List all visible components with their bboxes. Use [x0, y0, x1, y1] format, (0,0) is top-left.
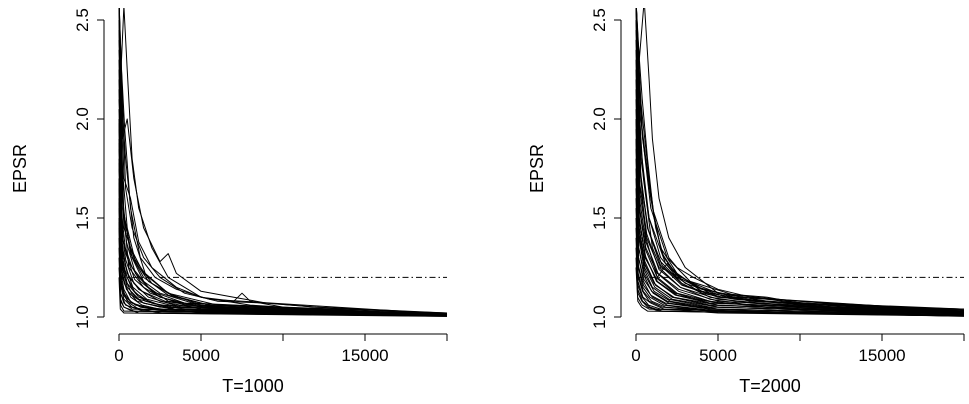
series-line-1 — [635, 8, 965, 312]
panel-left: 1.0 1.5 2.0 2.5 0 5000 15000 T=1000 EPSR — [10, 8, 448, 396]
series-line-8 — [635, 79, 965, 314]
y-tick-label: 1.5 — [73, 206, 92, 230]
series-group — [635, 8, 965, 317]
series-line-40 — [118, 221, 448, 317]
series-line-12 — [118, 198, 448, 317]
series-line-26 — [118, 8, 448, 315]
series-line-1 — [118, 8, 448, 315]
series-line-20 — [118, 8, 448, 316]
series-line-10 — [118, 158, 448, 316]
y-axis-label: EPSR — [10, 144, 30, 193]
series-group — [118, 8, 448, 317]
series-line-30 — [118, 267, 448, 317]
x-tick-label: 15000 — [858, 346, 905, 365]
series-line-36 — [118, 142, 448, 316]
series-line-35 — [118, 122, 448, 316]
series-line-37 — [635, 19, 965, 312]
series-line-40 — [635, 8, 965, 312]
x-axis-label: T=1000 — [222, 376, 284, 396]
x-tick-label: 15000 — [341, 346, 388, 365]
x-tick-label: 0 — [114, 346, 123, 365]
series-line-17 — [118, 19, 448, 316]
series-line-31 — [118, 29, 448, 316]
series-line-35 — [635, 8, 965, 311]
y-tick-label: 2.5 — [73, 8, 92, 32]
series-line-22 — [118, 148, 448, 316]
x-tick-label: 5000 — [182, 346, 220, 365]
y-tick-label: 2.5 — [590, 8, 609, 32]
series-line-2 — [118, 8, 448, 315]
series-line-32 — [118, 69, 448, 316]
series-line-19 — [635, 8, 965, 313]
series-line-32 — [635, 227, 965, 317]
series-line-4 — [635, 8, 965, 312]
series-line-20 — [635, 8, 965, 312]
series-line-7 — [635, 59, 965, 314]
series-line-4 — [118, 8, 448, 314]
y-tick-label: 2.0 — [590, 107, 609, 131]
series-line-8 — [118, 118, 448, 316]
y-tick-label: 2.0 — [73, 107, 92, 131]
series-line-3 — [118, 8, 448, 314]
series-line-2 — [635, 8, 965, 310]
series-line-36 — [635, 8, 965, 310]
series-line-38 — [635, 118, 965, 314]
series-line-18 — [635, 8, 965, 314]
series-line-22 — [635, 29, 965, 314]
y-tick-label: 1.0 — [73, 305, 92, 329]
series-line-27 — [635, 128, 965, 316]
x-tick-label: 5000 — [699, 346, 737, 365]
series-line-9 — [118, 138, 448, 316]
x-axis-label: T=2000 — [739, 376, 801, 396]
y-tick-label: 1.0 — [590, 305, 609, 329]
series-line-33 — [635, 247, 965, 317]
series-line-23 — [635, 49, 965, 314]
series-line-21 — [118, 49, 448, 316]
series-line-5 — [118, 39, 448, 316]
series-line-3 — [635, 8, 965, 310]
series-line-5 — [635, 19, 965, 313]
y-axis-label: EPSR — [527, 144, 547, 193]
series-line-34 — [118, 109, 448, 316]
series-line-7 — [118, 79, 448, 316]
series-line-28 — [635, 148, 965, 316]
series-line-34 — [635, 267, 965, 317]
series-line-13 — [635, 178, 965, 316]
series-line-9 — [635, 99, 965, 315]
panel-right: 1.0 1.5 2.0 2.5 0 5000 15000 T=2000 EPSR — [527, 8, 965, 396]
x-tick-label: 0 — [631, 346, 640, 365]
series-line-19 — [118, 128, 448, 316]
series-line-26 — [635, 109, 965, 316]
series-line-25 — [118, 8, 448, 316]
series-line-39 — [635, 138, 965, 314]
y-tick-label: 1.5 — [590, 206, 609, 230]
